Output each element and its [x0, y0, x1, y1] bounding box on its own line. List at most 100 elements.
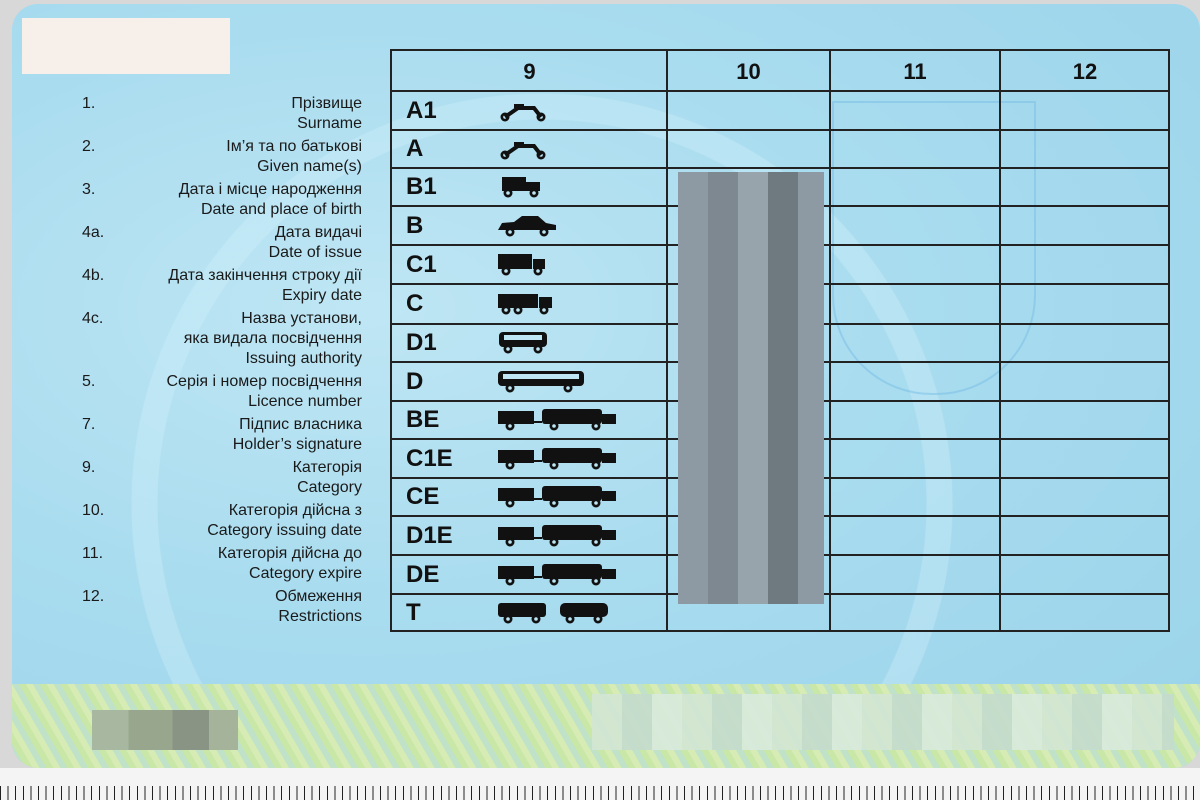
light-truck-icon: [496, 252, 552, 283]
field-label-en: Given name(s): [257, 158, 362, 175]
field-label-en: Date and place of birth: [201, 201, 362, 218]
field-label: 10. Категорія дійсна з Category issuing …: [82, 501, 362, 541]
field-label: 7. Підпис власника Holder’s signature: [82, 415, 362, 455]
field-label-en: Expiry date: [281, 287, 362, 304]
field-number: 2.: [82, 138, 96, 155]
column-divider: [666, 51, 668, 630]
field-label-en: Surname: [297, 115, 362, 132]
column-header: 11: [903, 59, 927, 84]
field-label-uk: Обмеження: [275, 588, 362, 605]
field-number: 3.: [82, 181, 96, 198]
row-divider: [392, 167, 1168, 169]
category-code: B: [406, 211, 424, 239]
field-label: 9. Категорія Category: [82, 458, 362, 498]
field-label: 4b. Дата закінчення строку дії Expiry da…: [82, 266, 362, 306]
category-row: D1E: [392, 516, 668, 555]
category-code: D1E: [406, 521, 453, 549]
field-number: 4c.: [82, 310, 104, 327]
redacted-corner: [22, 18, 230, 74]
field-label: 12. Обмеження Restrictions: [82, 587, 362, 627]
motorcycle-icon: [496, 136, 552, 167]
redacted-code: [92, 710, 238, 750]
column-header: 9: [523, 59, 536, 84]
category-row: T: [392, 594, 668, 632]
category-code: C1E: [406, 444, 453, 472]
field-label-uk: Дата і місце народження: [178, 181, 362, 198]
field-label-uk: Ім’я та по батькові: [226, 138, 362, 155]
category-code: DE: [406, 560, 440, 588]
light-truck-trailer-icon: [496, 446, 621, 477]
category-row: C1E: [392, 439, 668, 478]
field-number: 11.: [82, 545, 104, 562]
row-divider: [392, 90, 1168, 92]
ruler: [0, 768, 1200, 800]
field-label-en: Holder’s signature: [232, 436, 362, 453]
category-row: C1: [392, 245, 668, 284]
field-label: 2. Ім’я та по батькові Given name(s): [82, 137, 362, 177]
car-icon: [496, 213, 560, 244]
field-label: 11. Категорія дійсна до Category expire: [82, 544, 362, 584]
category-row: C: [392, 284, 668, 324]
tram-trolleybus-icon: [496, 600, 616, 631]
moped-icon: [496, 98, 552, 129]
category-row: B1: [392, 168, 668, 206]
truck-trailer-icon: [496, 484, 621, 515]
category-code: BE: [406, 406, 440, 433]
field-label: 1. Прізвище Surname: [82, 94, 362, 134]
field-label-en: Category expire: [249, 565, 362, 582]
field-label-en: Issuing authority: [245, 350, 362, 367]
field-number: 4b.: [82, 267, 105, 284]
field-label-uk: Дата закінчення строку дії: [168, 267, 362, 284]
field-number: 7.: [82, 416, 96, 433]
field-label-uk: Категорія: [292, 459, 362, 476]
redacted-dates: [678, 172, 824, 604]
field-label-uk: Підпис власника: [239, 416, 362, 433]
column-divider: [999, 51, 1001, 630]
category-row: A1: [392, 91, 668, 130]
bus-icon: [496, 369, 586, 400]
field-label-uk: Серія і номер посвідчення: [166, 373, 362, 390]
redacted-machine-readable-zone: [592, 694, 1174, 750]
field-number: 12.: [82, 588, 105, 605]
field-label-en: Date of issue: [268, 244, 362, 261]
category-code: A1: [406, 96, 437, 124]
field-label: 3. Дата і місце народження Date and plac…: [82, 180, 362, 220]
category-row: CE: [392, 478, 668, 516]
licence-card-back: 1. Прізвище Surname 2. Ім’я та по батьков…: [12, 4, 1200, 768]
field-label-uk: Назва установи, яка видала посвідчення: [183, 310, 362, 347]
category-code: C: [406, 290, 424, 317]
field-label-en: Category issuing date: [207, 522, 362, 539]
category-code: D: [406, 367, 424, 395]
field-number: 10.: [82, 502, 105, 519]
truck-icon: [496, 291, 556, 322]
categories-table: 9 10 11 12 A1 A B1 B C1 C D1 D BE C1E CE D1E…: [390, 49, 1170, 632]
field-label: 5. Серія і номер посвідчення Licence num…: [82, 372, 362, 412]
category-row: DE: [392, 555, 668, 594]
row-divider: [392, 129, 1168, 131]
column-header: 12: [1072, 59, 1098, 84]
column-header: 10: [736, 59, 761, 84]
category-code: T: [406, 599, 421, 626]
quad-vehicle-icon: [496, 174, 552, 205]
field-number: 5.: [82, 373, 96, 390]
bus-trailer-icon: [496, 562, 621, 593]
category-code: A: [406, 135, 424, 162]
category-row: BE: [392, 401, 668, 439]
field-label-en: Licence number: [248, 393, 362, 410]
category-code: C1: [406, 250, 437, 278]
category-row: A: [392, 130, 668, 168]
category-code: D1: [406, 329, 437, 356]
category-row: D: [392, 362, 668, 401]
category-row: D1: [392, 324, 668, 362]
coat-of-arms-watermark: [832, 101, 1036, 395]
column-divider: [829, 51, 831, 630]
field-label: 4a. Дата видачі Date of issue: [82, 223, 362, 263]
category-row: B: [392, 206, 668, 245]
field-label-en: Restrictions: [278, 608, 362, 625]
field-number: 9.: [82, 459, 96, 476]
minibus-icon: [496, 330, 552, 361]
field-label-en: Category: [297, 479, 362, 496]
field-labels: 1. Прізвище Surname 2. Ім’я та по батьков…: [82, 94, 362, 630]
field-number: 1.: [82, 95, 96, 112]
field-label-uk: Дата видачі: [274, 224, 362, 241]
